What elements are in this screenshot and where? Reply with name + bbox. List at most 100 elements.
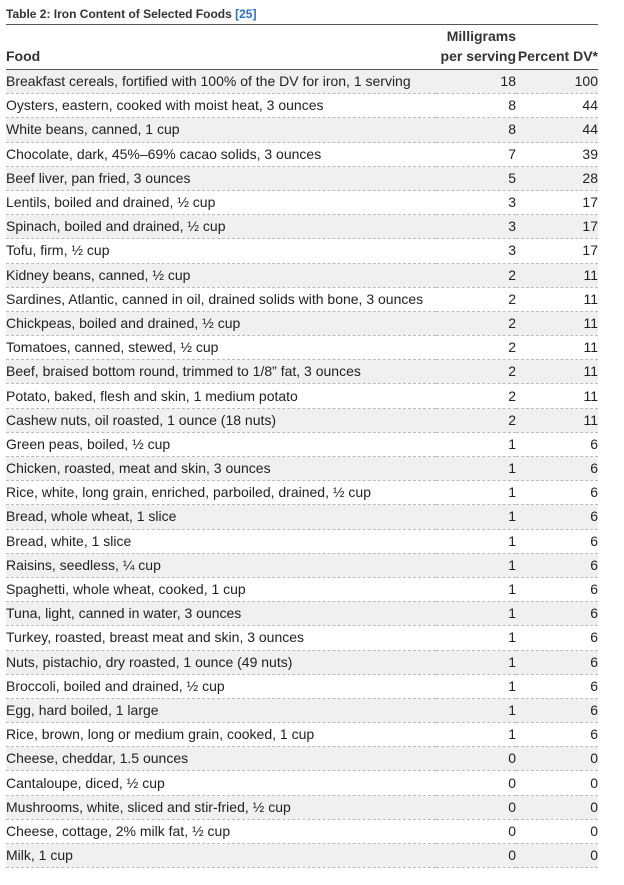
milligrams-cell: 1 (436, 601, 516, 627)
food-cell: Tomatoes, canned, stewed, ½ cup (6, 335, 436, 361)
milligrams-cell: 2 (436, 359, 516, 385)
food-cell: Broccoli, boiled and drained, ½ cup (6, 674, 436, 699)
table-row: Sardines, Atlantic, canned in oil, drain… (6, 287, 598, 312)
milligrams-cell: 0 (436, 746, 516, 772)
table-row: Cheese, cheddar, 1.5 ounces 0 0 (6, 746, 598, 772)
header-milligrams-line1: Milligrams (446, 28, 516, 44)
milligrams-cell: 7 (436, 142, 516, 167)
percent-dv-cell: 6 (516, 601, 598, 627)
percent-dv-cell: 17 (516, 190, 598, 216)
milligrams-cell: 18 (436, 69, 516, 95)
milligrams-cell: 0 (436, 770, 516, 796)
percent-dv-cell: 0 (516, 795, 598, 820)
percent-dv-cell: 0 (516, 819, 598, 845)
table-row: Breakfast cereals, fortified with 100% o… (6, 69, 598, 95)
percent-dv-cell: 6 (516, 650, 598, 675)
table-row: Nuts, pistachio, dry roasted, 1 ounce (4… (6, 650, 598, 675)
table-row: Cashew nuts, oil roasted, 1 ounce (18 nu… (6, 408, 598, 433)
milligrams-cell: 1 (436, 553, 516, 578)
milligrams-cell: 2 (436, 408, 516, 433)
table-caption-text: Table 2: Iron Content of Selected Foods (6, 7, 232, 21)
food-cell: Beef liver, pan fried, 3 ounces (6, 166, 436, 191)
caption-divider (6, 24, 598, 25)
percent-dv-cell: 6 (516, 432, 598, 458)
percent-dv-cell: 17 (516, 214, 598, 240)
table-row: Chicken, roasted, meat and skin, 3 ounce… (6, 456, 598, 482)
table-row: Turkey, roasted, breast meat and skin, 3… (6, 625, 598, 651)
milligrams-cell: 1 (436, 577, 516, 603)
milligrams-cell: 3 (436, 190, 516, 216)
reference-link[interactable]: [25] (235, 7, 257, 21)
percent-dv-cell: 6 (516, 577, 598, 603)
table-row: Rice, brown, long or medium grain, cooke… (6, 722, 598, 748)
milligrams-cell: 0 (436, 795, 516, 820)
percent-dv-cell: 17 (516, 238, 598, 264)
food-cell: Kidney beans, canned, ½ cup (6, 263, 436, 288)
table-row: Lentils, boiled and drained, ½ cup 3 17 (6, 190, 598, 216)
food-cell: Spinach, boiled and drained, ½ cup (6, 214, 436, 240)
table-row: Tomatoes, canned, stewed, ½ cup 2 11 (6, 335, 598, 361)
percent-dv-cell: 6 (516, 504, 598, 530)
table-row: Bread, white, 1 slice 1 6 (6, 529, 598, 554)
percent-dv-cell: 100 (516, 69, 598, 95)
percent-dv-cell: 44 (516, 117, 598, 143)
food-cell: Chickpeas, boiled and drained, ½ cup (6, 311, 436, 337)
milligrams-cell: 1 (436, 504, 516, 530)
percent-dv-cell: 11 (516, 287, 598, 312)
milligrams-cell: 1 (436, 722, 516, 748)
table-row: Oysters, eastern, cooked with moist heat… (6, 93, 598, 119)
table-row: White beans, canned, 1 cup 8 44 (6, 117, 598, 143)
food-cell: Oysters, eastern, cooked with moist heat… (6, 93, 436, 119)
percent-dv-cell: 11 (516, 408, 598, 433)
milligrams-cell: 3 (436, 214, 516, 240)
table-row: Kidney beans, canned, ½ cup 2 11 (6, 263, 598, 288)
milligrams-cell: 0 (436, 843, 516, 869)
food-cell: Chicken, roasted, meat and skin, 3 ounce… (6, 456, 436, 482)
milligrams-cell: 0 (436, 819, 516, 845)
table-header-row: Food Milligrams per serving Percent DV* (6, 25, 598, 70)
milligrams-cell: 5 (436, 166, 516, 191)
food-cell: Beef, braised bottom round, trimmed to 1… (6, 359, 436, 385)
percent-dv-cell: 11 (516, 335, 598, 361)
food-cell: Spaghetti, whole wheat, cooked, 1 cup (6, 577, 436, 603)
table-row: Rice, white, long grain, enriched, parbo… (6, 480, 598, 506)
table-row: Spinach, boiled and drained, ½ cup 3 17 (6, 214, 598, 240)
table-row: Tuna, light, canned in water, 3 ounces 1 6 (6, 601, 598, 627)
table-row: Spaghetti, whole wheat, cooked, 1 cup 1 6 (6, 577, 598, 603)
iron-table-container: Table 2: Iron Content of Selected Foods … (6, 6, 598, 869)
food-cell: Cashew nuts, oil roasted, 1 ounce (18 nu… (6, 408, 436, 433)
percent-dv-cell: 0 (516, 770, 598, 796)
milligrams-cell: 8 (436, 117, 516, 143)
food-cell: Lentils, boiled and drained, ½ cup (6, 190, 436, 216)
header-milligrams-line2: per serving (440, 48, 516, 64)
milligrams-cell: 2 (436, 383, 516, 409)
milligrams-cell: 1 (436, 456, 516, 482)
table-body: Breakfast cereals, fortified with 100% o… (6, 69, 598, 869)
milligrams-cell: 1 (436, 480, 516, 506)
table-row: Cantaloupe, diced, ½ cup 0 0 (6, 770, 598, 796)
percent-dv-cell: 6 (516, 674, 598, 699)
food-cell: Raisins, seedless, ¼ cup (6, 553, 436, 578)
table-row: Broccoli, boiled and drained, ½ cup 1 6 (6, 674, 598, 699)
milligrams-cell: 3 (436, 238, 516, 264)
table-row: Chickpeas, boiled and drained, ½ cup 2 11 (6, 311, 598, 337)
table-row: Chocolate, dark, 45%–69% cacao solids, 3… (6, 142, 598, 167)
food-cell: Sardines, Atlantic, canned in oil, drain… (6, 287, 436, 312)
table-row: Egg, hard boiled, 1 large 1 6 (6, 698, 598, 724)
food-cell: Chocolate, dark, 45%–69% cacao solids, 3… (6, 142, 436, 167)
milligrams-cell: 1 (436, 650, 516, 675)
table-row: Raisins, seedless, ¼ cup 1 6 (6, 553, 598, 578)
food-cell: Cheese, cottage, 2% milk fat, ½ cup (6, 819, 436, 845)
header-food: Food (6, 25, 436, 70)
milligrams-cell: 1 (436, 625, 516, 651)
percent-dv-cell: 11 (516, 359, 598, 385)
table-row: Cheese, cottage, 2% milk fat, ½ cup 0 0 (6, 819, 598, 845)
table-caption: Table 2: Iron Content of Selected Foods … (6, 6, 598, 22)
percent-dv-cell: 6 (516, 698, 598, 724)
percent-dv-cell: 6 (516, 529, 598, 554)
food-cell: Cheese, cheddar, 1.5 ounces (6, 746, 436, 772)
food-cell: White beans, canned, 1 cup (6, 117, 436, 143)
milligrams-cell: 2 (436, 335, 516, 361)
food-cell: Tuna, light, canned in water, 3 ounces (6, 601, 436, 627)
percent-dv-cell: 11 (516, 263, 598, 288)
